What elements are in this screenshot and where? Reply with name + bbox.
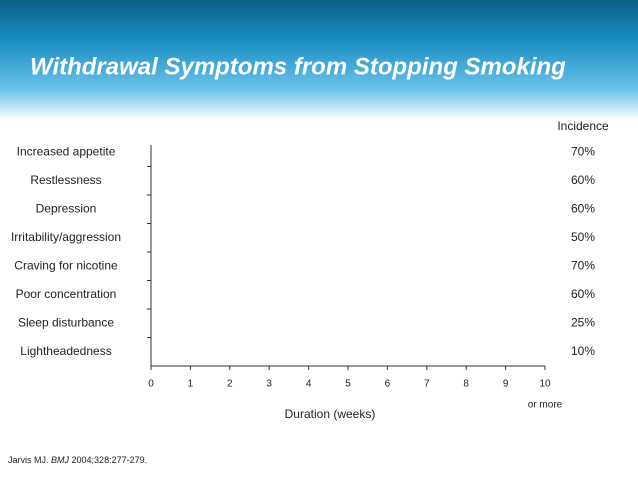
x-tick-label: 0 — [148, 379, 154, 390]
incidence-label: 50% — [571, 230, 595, 244]
incidence-label: 25% — [571, 315, 595, 329]
x-tick-label: 10 — [539, 379, 551, 390]
incidence-title: Incidence — [557, 119, 609, 133]
source-author: Jarvis MJ. — [8, 455, 49, 465]
y-tick-label: Poor concentration — [16, 287, 117, 301]
x-tick-label: 3 — [266, 379, 272, 390]
incidence-label: 10% — [571, 344, 595, 358]
y-tick-label: Craving for nicotine — [14, 258, 118, 272]
y-tick-label: Depression — [36, 201, 97, 215]
incidence-label: 60% — [571, 287, 595, 301]
x-tick-label: 5 — [345, 379, 351, 390]
source: Jarvis MJ. BMJ 2004;328:277-279. — [8, 455, 147, 465]
incidence-label: 70% — [571, 144, 595, 158]
x-tick-label: 2 — [227, 379, 233, 390]
y-tick-label: Irritability/aggression — [11, 230, 121, 244]
chart-title: Withdrawal Symptoms from Stopping Smokin… — [30, 53, 566, 80]
x-tick-label: 4 — [306, 379, 312, 390]
x-axis-title: Duration (weeks) — [285, 407, 376, 421]
source-ref: 2004;328:277-279. — [72, 455, 148, 465]
y-tick-label: Lightheadedness — [20, 344, 111, 358]
y-tick-label: Increased appetite — [17, 144, 116, 158]
x-tick-label: 1 — [188, 379, 194, 390]
incidence-label: 70% — [571, 258, 595, 272]
header-band — [0, 0, 638, 120]
x-tick-note: or more — [528, 400, 563, 411]
x-tick-label: 7 — [424, 379, 430, 390]
incidence-label: 60% — [571, 201, 595, 215]
y-tick-label: Sleep disturbance — [18, 315, 114, 329]
x-tick-label: 8 — [463, 379, 469, 390]
x-tick-label: 6 — [385, 379, 391, 390]
y-tick-label: Restlessness — [30, 173, 101, 187]
incidence-label: 60% — [571, 173, 595, 187]
source-journal: BMJ — [51, 455, 70, 465]
x-tick-label: 9 — [503, 379, 509, 390]
